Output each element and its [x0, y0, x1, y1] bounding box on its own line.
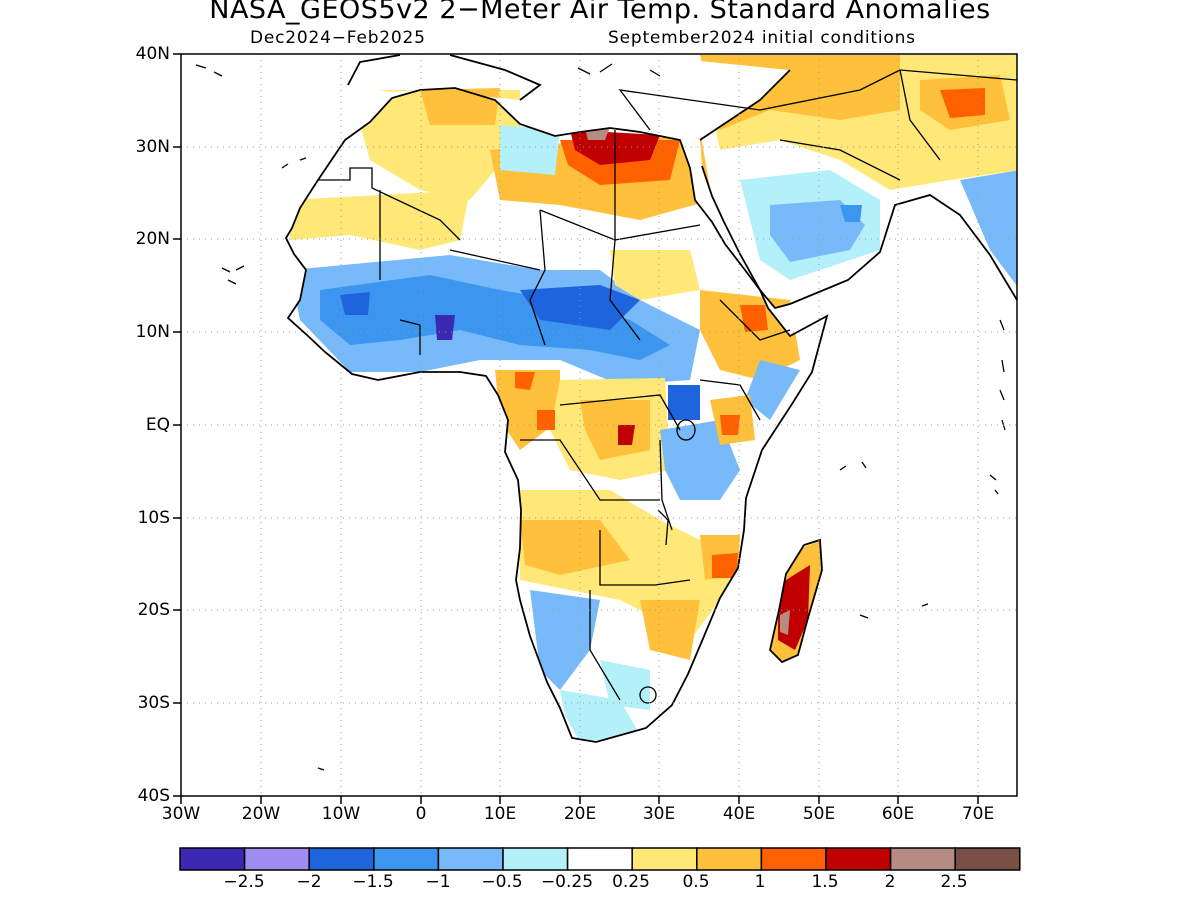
colorbar-label: 0.5 — [682, 872, 710, 892]
colorbar-swatch — [243, 847, 310, 871]
lat-label: 40S — [137, 786, 170, 806]
colorbar-swatch — [566, 847, 633, 871]
initial-conditions: September2024 initial conditions — [608, 28, 916, 48]
lat-label: 20S — [137, 600, 170, 620]
lon-label: 40E — [722, 804, 756, 824]
colorbar-swatch — [308, 847, 375, 871]
lat-label: 40N — [135, 44, 170, 64]
lon-label: 0 — [415, 804, 427, 824]
lon-label: 10E — [483, 804, 517, 824]
lon-label: 20W — [241, 804, 281, 824]
colorbar-label: 2.5 — [940, 872, 968, 892]
colorbar-swatch — [696, 847, 763, 871]
colorbar-swatch — [373, 847, 440, 871]
colorbar-swatch — [631, 847, 698, 871]
axis-ticks — [173, 53, 979, 804]
lon-label: 60E — [881, 804, 915, 824]
lon-label: 30W — [161, 804, 201, 824]
colorbar-label: −2.5 — [223, 872, 265, 892]
colorbar-label: 2 — [884, 872, 896, 892]
colorbar-swatch — [760, 847, 827, 871]
colorbar-swatch — [825, 847, 892, 871]
colorbar-swatch — [179, 847, 246, 871]
colorbar-label: −1 — [425, 872, 451, 892]
lat-label: 10N — [135, 322, 170, 342]
forecast-period: Dec2024−Feb2025 — [250, 28, 426, 48]
graticule — [181, 54, 1017, 796]
lat-label: 30S — [137, 693, 170, 713]
colorbar-label: −1.5 — [352, 872, 394, 892]
colorbar-label: 0.25 — [612, 872, 650, 892]
lat-label: 10S — [137, 508, 170, 528]
colorbar-label: −0.25 — [540, 872, 594, 892]
colorbar-swatch — [502, 847, 569, 871]
lon-label: 70E — [961, 804, 995, 824]
lon-label: 30E — [642, 804, 676, 824]
colorbar-swatch — [889, 847, 956, 871]
lat-label: 30N — [135, 137, 170, 157]
colorbar-label: −2 — [296, 872, 322, 892]
colorbar-label: 1 — [754, 872, 766, 892]
map-title: NASA_GEOS5v2 2−Meter Air Temp. Standard … — [209, 0, 991, 25]
lon-label: 50E — [802, 804, 836, 824]
colorbar — [179, 847, 1021, 871]
anomaly-shading — [286, 55, 1017, 742]
colorbar-label: −0.5 — [481, 872, 523, 892]
colorbar-swatch — [954, 847, 1021, 871]
lat-label: 20N — [135, 229, 170, 249]
colorbar-label: 1.5 — [811, 872, 839, 892]
colorbar-swatch — [437, 847, 504, 871]
lat-label: EQ — [145, 415, 170, 435]
lon-label: 10W — [321, 804, 361, 824]
lon-label: 20E — [563, 804, 597, 824]
